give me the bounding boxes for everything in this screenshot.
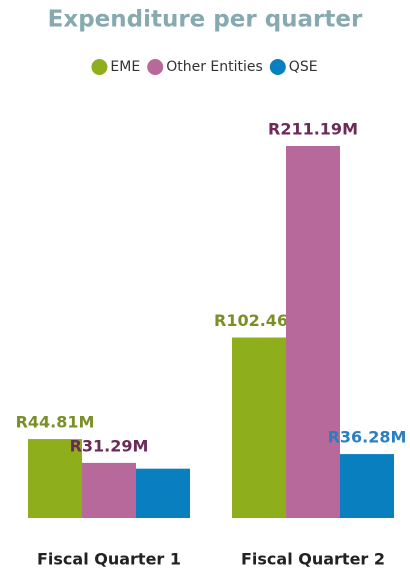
chart-title: Expenditure per quarter [48,7,363,33]
legend-marker [269,59,286,75]
x-tick-label: Fiscal Quarter 2 [241,550,385,569]
data-label: R36.28M [328,428,407,447]
data-label: R44.81M [16,413,95,432]
bar [28,439,82,518]
legend-marker [147,59,164,75]
bar [286,146,340,518]
x-tick-label: Fiscal Quarter 1 [37,550,181,569]
bar [82,462,136,518]
legend-label: EME [110,59,140,75]
bar [232,337,286,518]
legend-label: QSE [289,59,318,75]
data-label: R31.29M [70,436,149,455]
legend-marker [91,59,108,75]
legend-label: Other Entities [166,59,263,75]
bar [136,468,190,518]
bar [340,454,394,518]
data-label: R102.46M [214,311,304,330]
data-label: R211.19M [268,120,358,139]
